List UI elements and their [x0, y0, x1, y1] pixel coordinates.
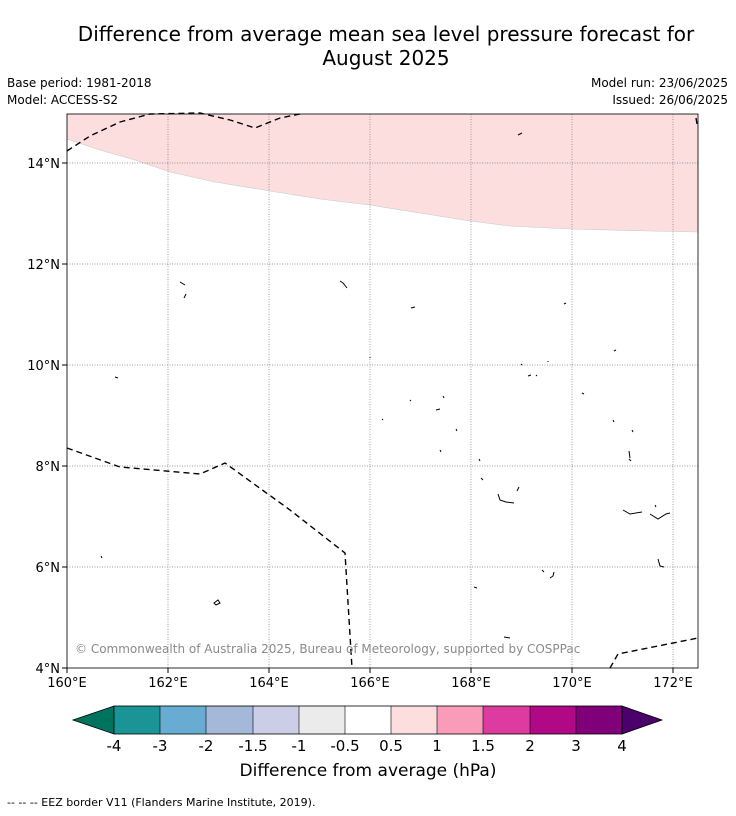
colorbar-label: 2 — [525, 737, 535, 755]
model-name: Model: ACCESS-S2 — [7, 93, 119, 107]
eez-border-corner — [695, 117, 698, 125]
islands — [100, 132, 671, 639]
eez-border-north — [66, 112, 301, 152]
colorbar-over-arrow — [621, 705, 664, 735]
colorbar-label: -0.5 — [330, 737, 359, 755]
colorbar-label: -1 — [292, 737, 307, 755]
colorbar-segment — [530, 706, 576, 734]
map-frame — [66, 113, 699, 669]
meta-left: Base period: 1981-2018 Model: ACCESS-S2 — [7, 75, 152, 109]
colorbar-segments — [114, 706, 622, 734]
colorbar-segment — [299, 706, 345, 734]
eez-border-south — [66, 447, 353, 669]
y-tick-marks — [62, 162, 67, 669]
y-tick-label-14n: 14°N — [27, 157, 60, 172]
colorbar-segment — [345, 706, 391, 734]
x-tick-label-164e: 164°E — [249, 676, 289, 691]
eez-legend: -- -- -- EEZ border V11 (Flanders Marine… — [7, 796, 316, 809]
chart-title: Difference from average mean sea level p… — [77, 22, 695, 70]
colorbar-dividers — [159, 706, 577, 734]
colorbar-label: 1.5 — [471, 737, 495, 755]
colorbar-label: 1 — [432, 737, 442, 755]
x-tick-label-168e: 168°E — [451, 676, 491, 691]
colorbar-segment — [437, 706, 483, 734]
issued-date: Issued: 26/06/2025 — [612, 93, 728, 107]
colorbar: -4 -3 -2 -1.5 -1 -0.5 0.5 1 1.5 2 3 4 — [71, 705, 664, 755]
colorbar-segment — [114, 706, 160, 734]
colorbar-outline — [113, 705, 623, 735]
model-run: Model run: 23/06/2025 — [590, 76, 728, 90]
colorbar-label: -2 — [199, 737, 214, 755]
colorbar-label: -4 — [107, 737, 122, 755]
x-tick-marks — [66, 668, 674, 673]
y-tick-label-6n: 6°N — [36, 561, 61, 576]
eez-border-southeast — [609, 637, 699, 669]
x-tick-label-162e: 162°E — [148, 676, 188, 691]
colorbar-label: -3 — [153, 737, 168, 755]
y-tick-label-10n: 10°N — [27, 359, 60, 374]
x-tick-label-160e: 160°E — [47, 676, 87, 691]
colorbar-label: 4 — [617, 737, 627, 755]
y-tick-label-4n: 4°N — [36, 662, 61, 677]
colorbar-segment — [391, 706, 437, 734]
meta-right: Model run: 23/06/2025 Issued: 26/06/2025 — [591, 75, 728, 109]
colorbar-title: Difference from average (hPa) — [239, 761, 497, 781]
colorbar-segment — [253, 706, 299, 734]
x-tick-label-172e: 172°E — [653, 676, 693, 691]
base-period: Base period: 1981-2018 — [7, 76, 152, 90]
x-tick-label-166e: 166°E — [350, 676, 390, 691]
colorbar-segment — [160, 706, 206, 734]
colorbar-segment — [206, 706, 253, 734]
colorbar-label: -1.5 — [238, 737, 267, 755]
copyright-notice: © Commonwealth of Australia 2025, Bureau… — [75, 642, 580, 656]
y-tick-label-12n: 12°N — [27, 258, 60, 273]
colorbar-segment — [483, 706, 530, 734]
colorbar-label: 0.5 — [379, 737, 403, 755]
colorbar-under-arrow — [71, 705, 115, 735]
colorbar-label: 3 — [571, 737, 581, 755]
x-tick-label-170e: 170°E — [552, 676, 592, 691]
eez-borders — [66, 112, 699, 669]
colorbar-segment — [576, 706, 622, 734]
y-tick-label-8n: 8°N — [36, 460, 61, 475]
